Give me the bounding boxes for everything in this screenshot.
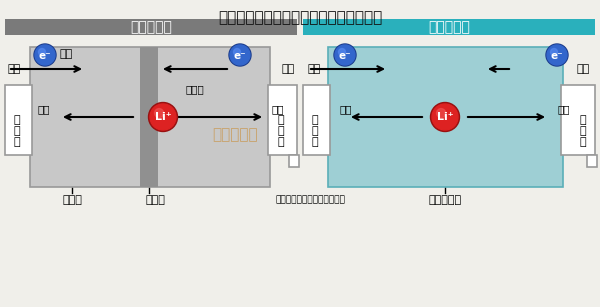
Text: （注）日经根据各种资料绘制: （注）日经根据各种资料绘制 — [275, 196, 345, 204]
Text: 极: 极 — [580, 126, 586, 136]
Text: －: － — [311, 137, 319, 147]
Circle shape — [230, 45, 250, 65]
Text: 日经中文网: 日经中文网 — [212, 127, 258, 142]
Text: 极: 极 — [278, 126, 284, 136]
Text: ＋: ＋ — [580, 137, 586, 147]
Circle shape — [334, 44, 356, 66]
Text: 极: 极 — [311, 126, 319, 136]
Circle shape — [233, 49, 241, 56]
Text: 充电: 充电 — [282, 64, 295, 74]
Text: 正: 正 — [580, 115, 586, 125]
FancyBboxPatch shape — [587, 155, 597, 167]
Circle shape — [149, 103, 178, 131]
Text: ＋: ＋ — [278, 137, 284, 147]
Circle shape — [38, 49, 46, 56]
Circle shape — [551, 49, 557, 56]
Text: 锂离子电池: 锂离子电池 — [130, 20, 172, 34]
Text: 隔离层: 隔离层 — [145, 195, 165, 205]
FancyBboxPatch shape — [328, 47, 563, 187]
Circle shape — [229, 44, 251, 66]
Text: 负: 负 — [14, 115, 20, 125]
Circle shape — [34, 44, 56, 66]
Text: Li⁺: Li⁺ — [155, 112, 172, 122]
FancyBboxPatch shape — [5, 19, 297, 35]
Text: Li⁺: Li⁺ — [437, 112, 454, 122]
FancyBboxPatch shape — [561, 85, 595, 155]
FancyBboxPatch shape — [5, 85, 32, 155]
Text: 全固态电池: 全固态电池 — [428, 20, 470, 34]
Circle shape — [155, 109, 164, 118]
FancyBboxPatch shape — [140, 47, 158, 187]
Circle shape — [35, 45, 55, 65]
Text: 放电: 放电 — [272, 104, 284, 114]
FancyBboxPatch shape — [303, 85, 330, 155]
FancyBboxPatch shape — [303, 19, 595, 35]
Text: 放电: 放电 — [308, 64, 321, 74]
Text: 充电: 充电 — [340, 104, 353, 114]
FancyBboxPatch shape — [268, 85, 297, 155]
Text: 放电: 放电 — [8, 64, 21, 74]
Circle shape — [431, 103, 460, 131]
Text: e⁻: e⁻ — [551, 51, 563, 61]
Circle shape — [437, 109, 446, 118]
Text: －: － — [14, 137, 20, 147]
Circle shape — [547, 45, 567, 65]
Text: e⁻: e⁻ — [233, 51, 247, 61]
Text: 负: 负 — [311, 115, 319, 125]
Text: 充电: 充电 — [577, 64, 590, 74]
FancyBboxPatch shape — [30, 47, 270, 187]
Circle shape — [335, 45, 355, 65]
Text: e⁻: e⁻ — [38, 51, 52, 61]
Text: 极: 极 — [14, 126, 20, 136]
Text: e⁻: e⁻ — [338, 51, 352, 61]
Circle shape — [150, 104, 176, 130]
Text: 电子: 电子 — [60, 49, 73, 59]
Text: 固态电解质: 固态电解质 — [428, 195, 461, 205]
Text: 放电: 放电 — [558, 104, 571, 114]
Text: 正: 正 — [278, 115, 284, 125]
Circle shape — [338, 49, 346, 56]
Text: 锂离子: 锂离子 — [185, 84, 204, 94]
Circle shape — [432, 104, 458, 130]
Text: 目前的锂离子电池和全固态电池的示意图: 目前的锂离子电池和全固态电池的示意图 — [218, 10, 382, 25]
Circle shape — [546, 44, 568, 66]
Text: 电解液: 电解液 — [62, 195, 82, 205]
Text: 充电: 充电 — [37, 104, 50, 114]
FancyBboxPatch shape — [289, 155, 299, 167]
